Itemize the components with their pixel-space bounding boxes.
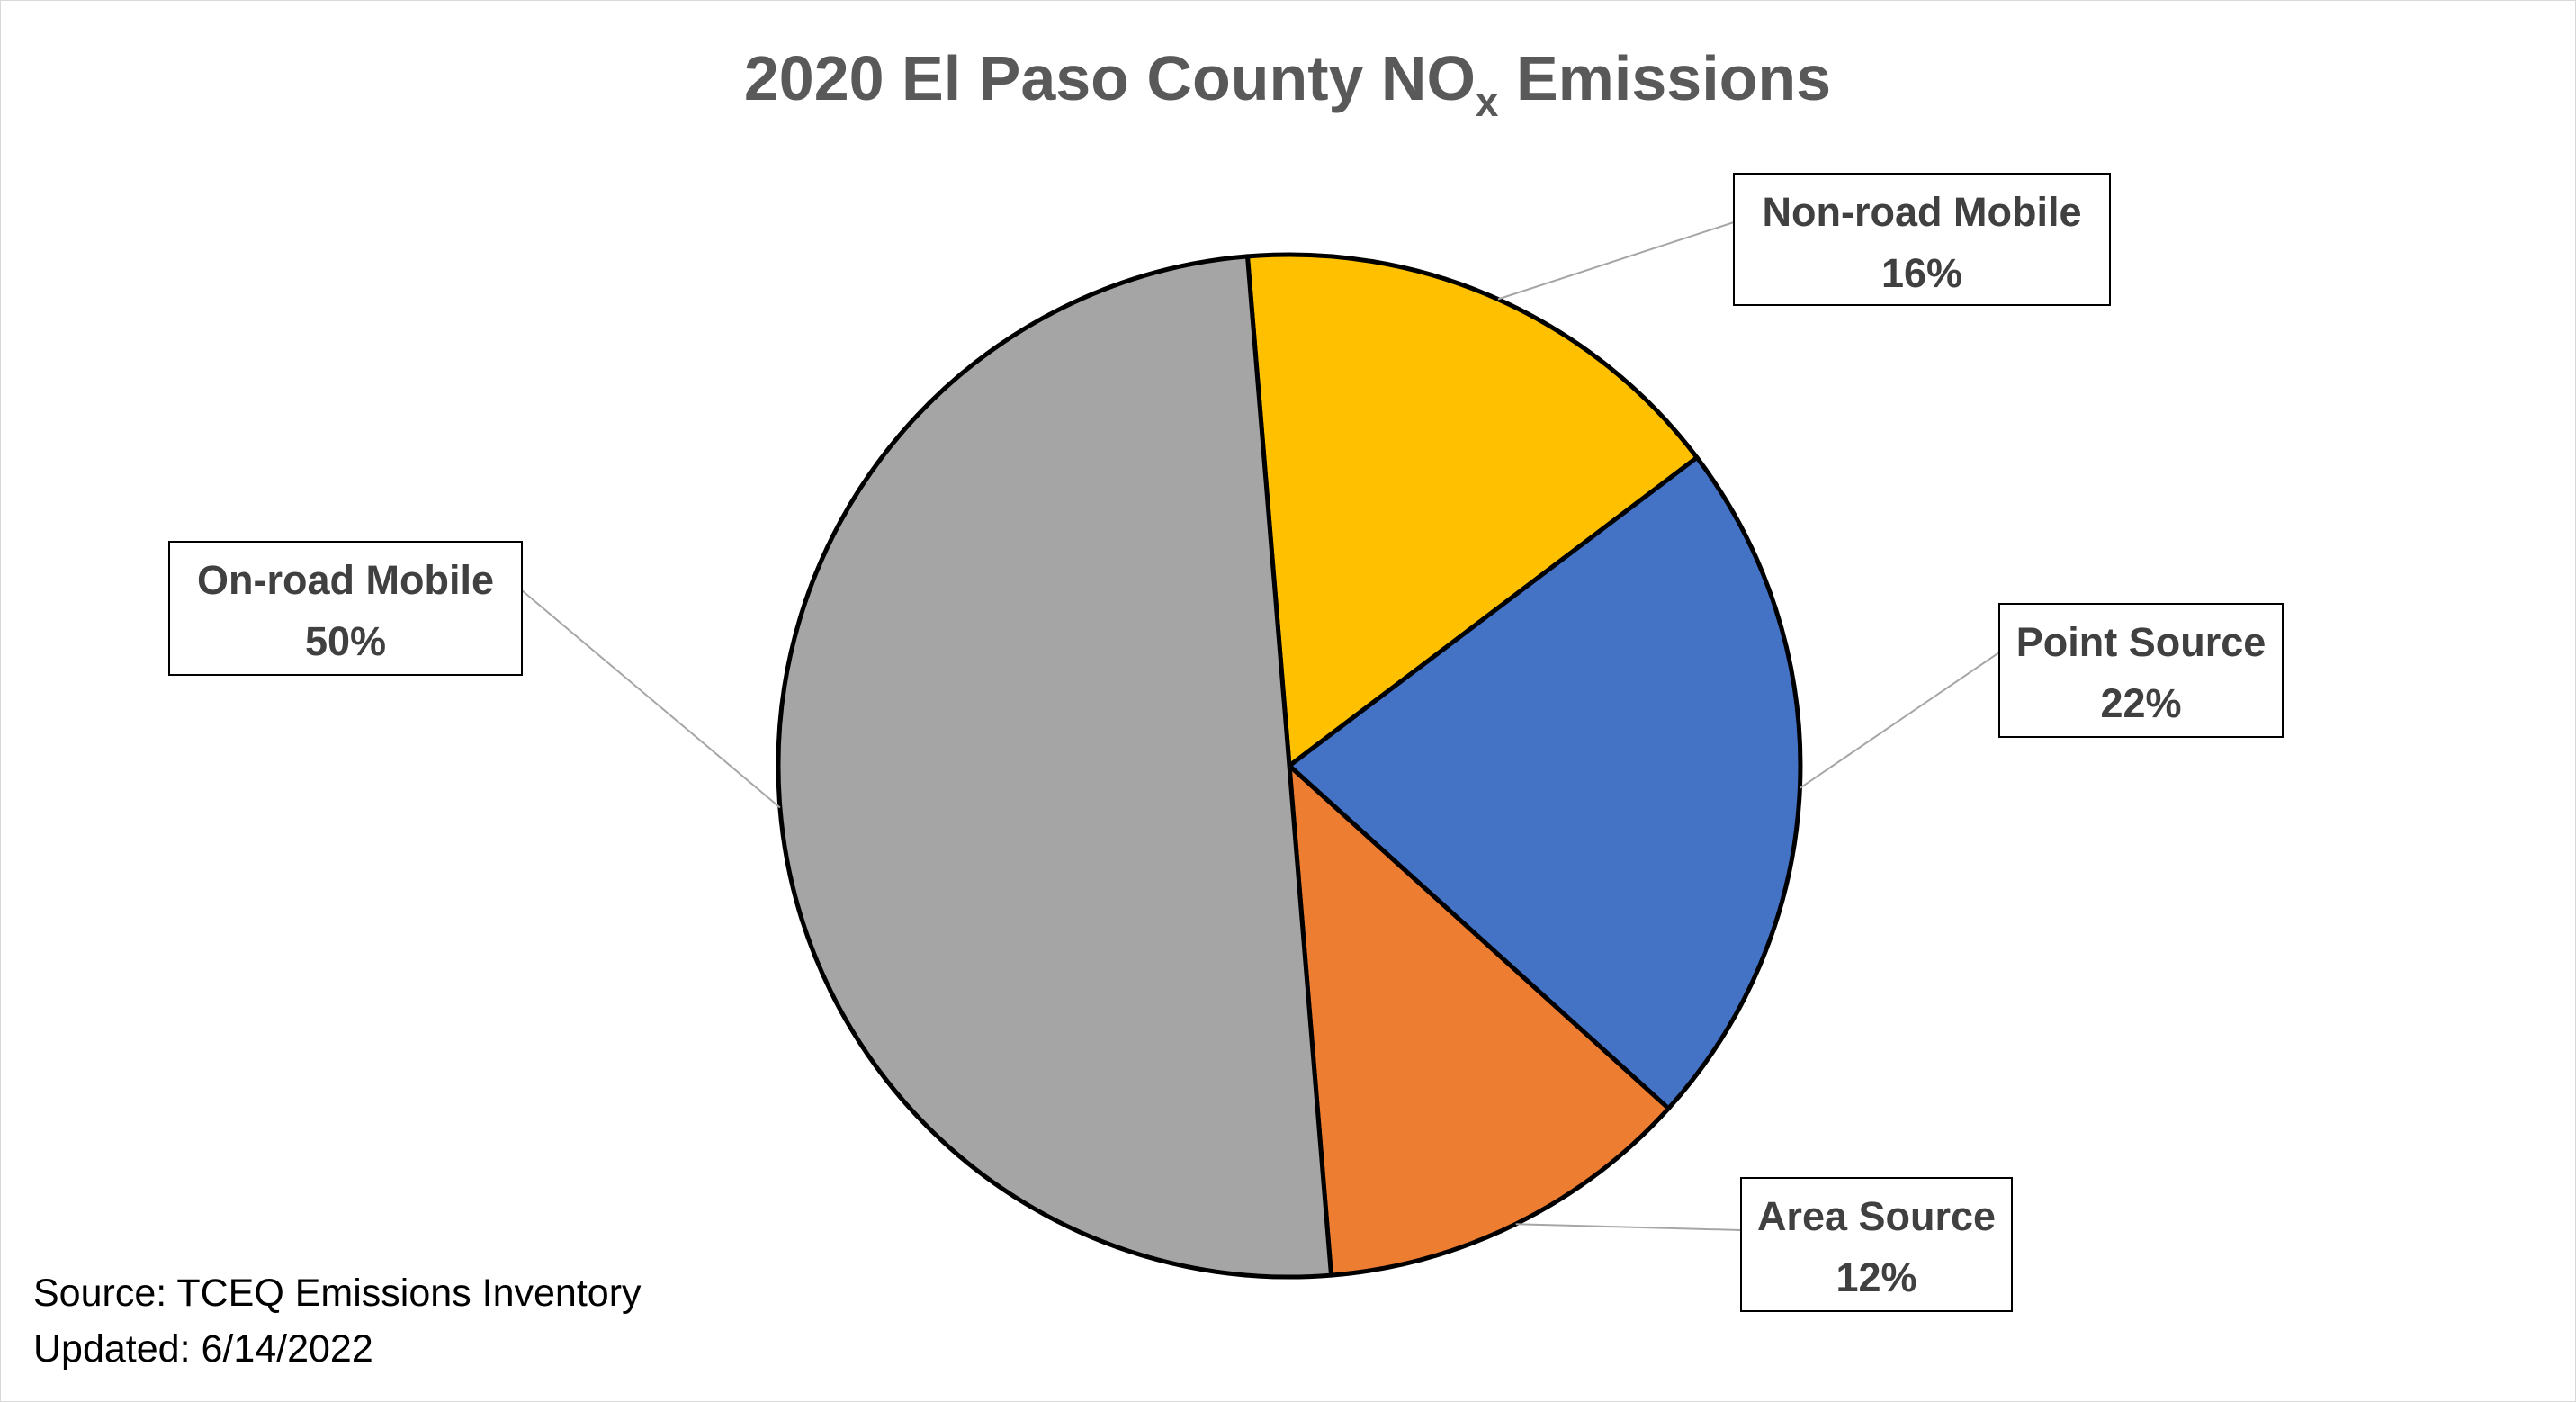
leader-line-area-source: [1515, 1223, 1742, 1231]
data-label-value-area-source: 12%: [1836, 1254, 1916, 1300]
pie-slice-on-road-mobile: [776, 254, 1333, 1280]
chart-title-subscript: x: [1476, 78, 1499, 125]
data-label-category-area-source: Area Source: [1757, 1193, 1996, 1239]
data-label-box-on-road-mobile: [168, 541, 523, 676]
data-label-box-area-source: [1740, 1177, 2013, 1312]
pie-slice-point-source: [1287, 454, 1803, 1111]
data-labels: Non-road Mobile 16% Point Source 22% Area So…: [168, 173, 2284, 1312]
pie-slices: [776, 252, 1803, 1280]
leader-line-point-source: [1799, 652, 2000, 789]
data-label-box-non-road-mobile: [1733, 173, 2111, 306]
data-label-value-point-source: 22%: [2100, 680, 2181, 726]
pie-slice-non-road-mobile: [1245, 252, 1700, 768]
data-label-category-point-source: Point Source: [2016, 619, 2266, 665]
leader-line-on-road-mobile: [521, 589, 781, 809]
pie-slice-area-source: [1287, 763, 1671, 1278]
data-label-box-point-source: [1998, 603, 2284, 738]
data-label-category-on-road-mobile: On-road Mobile: [197, 557, 494, 603]
data-label-value-on-road-mobile: 50%: [305, 618, 386, 664]
leader-line-non-road-mobile: [1497, 221, 1735, 301]
data-label-value-non-road-mobile: 16%: [1881, 250, 1962, 296]
chart-title-main: 2020 El Paso County NO: [744, 43, 1476, 113]
updated-note: Updated: 6/14/2022: [33, 1327, 373, 1371]
source-note: Source: TCEQ Emissions Inventory: [33, 1272, 642, 1315]
leader-lines: [521, 221, 2000, 1231]
chart-title: 2020 El Paso County NOx Emissions: [744, 43, 1831, 125]
data-label-category-non-road-mobile: Non-road Mobile: [1763, 189, 2082, 235]
chart-title-suffix: Emissions: [1499, 43, 1832, 113]
